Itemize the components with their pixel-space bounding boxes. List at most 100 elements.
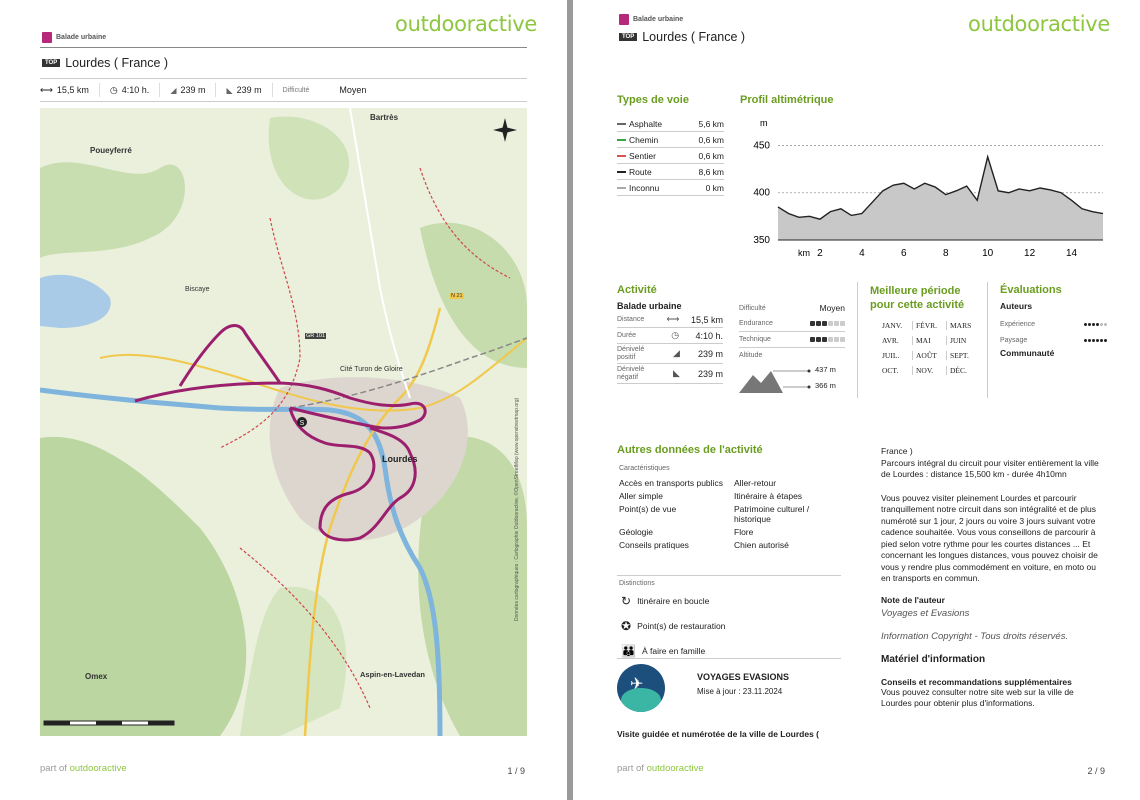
voie-swatch: [617, 139, 626, 142]
ascent-icon: ◢: [170, 85, 177, 95]
month-item: AVR.: [879, 336, 913, 345]
voie-value: 5,6 km: [698, 118, 724, 129]
distinction-item: ✪ Point(s) de restauration: [621, 619, 725, 633]
forest-area: [40, 436, 247, 736]
footer-brand: outdooractive: [646, 763, 704, 774]
voie-name: Inconnu: [617, 183, 659, 193]
descent-icon: ◣: [226, 85, 233, 95]
description-p2: Parcours intégral du circuit pour visite…: [881, 457, 1099, 480]
note-text: Voyages et Evasions: [881, 607, 970, 619]
route-map[interactable]: S Bartrès Poueyferré Biscaye Cité Turon …: [40, 108, 527, 736]
voie-swatch: [617, 187, 626, 190]
descent-value: 239 m: [236, 85, 262, 95]
description-text: France ) Parcours intégral du circuit po…: [881, 446, 1105, 710]
voie-name: Sentier: [617, 151, 656, 161]
activite-row: Distance ⟷ 15,5 km: [617, 312, 723, 328]
voie-value: 8,6 km: [698, 166, 724, 177]
x-unit-label: km: [798, 248, 810, 258]
altitude-graphic: [739, 369, 811, 393]
paysage-row: Paysage: [1000, 332, 1107, 348]
types-de-voie-table: Asphalte 5,6 km Chemin 0,6 km Sentier 0,6 km R…: [617, 116, 724, 196]
rating-dot: [828, 337, 833, 342]
footer-part-of: part of: [617, 763, 644, 774]
stat-difficulty: Difficulté Moyen: [283, 83, 377, 97]
month-item: OCT.: [879, 366, 913, 375]
clock-icon: ◷: [109, 84, 118, 95]
description-p3: Vous pouvez visiter pleinement Lourdes e…: [881, 492, 1098, 584]
north-arrow-icon: [493, 118, 517, 142]
rating-dot: [816, 337, 821, 342]
distinctions-label: Distinctions: [619, 580, 655, 587]
brand-logo: outdooractive: [968, 12, 1110, 36]
footer-brand: outdooractive: [69, 763, 127, 774]
activite-row: Dénivelé négatif ◣ 239 m: [617, 364, 723, 384]
caracteristique-item: Géologie: [619, 527, 654, 537]
rating-dot: [1084, 322, 1087, 326]
evaluations-heading: Évaluations: [1000, 284, 1062, 296]
activite-label: Durée: [617, 331, 637, 339]
endurance-rating: [810, 321, 845, 326]
month-item: NOV.: [913, 366, 947, 375]
difficulty-row: Difficulté Moyen: [739, 300, 845, 316]
voie-row: Sentier 0,6 km: [617, 148, 724, 164]
meilleure-heading: Meilleure période pour cette activité: [870, 285, 965, 311]
types-de-voie-heading: Types de voie: [617, 94, 689, 106]
page-title: TOP Lourdes ( France ): [619, 30, 745, 44]
activite-row: Durée ◷ 4:10 h.: [617, 328, 723, 344]
voie-row: Route 8,6 km: [617, 164, 724, 180]
month-item: SEPT.: [950, 351, 969, 360]
rating-dot: [834, 337, 839, 342]
description-title: Visite guidée et numérotée de la ville d…: [617, 729, 820, 739]
paysage-rating: [1084, 338, 1107, 342]
map-svg: S: [40, 108, 527, 736]
x-tick-label: 10: [982, 248, 994, 259]
y-tick-label: 450: [753, 140, 770, 151]
voie-swatch: [617, 171, 626, 174]
elevation-line: [777, 154, 1104, 220]
voie-value: 0 km: [705, 182, 724, 193]
rating-dot: [1100, 338, 1103, 342]
rating-dot: [840, 321, 845, 326]
elevation-profile-chart: 450 400 350 m km 2 4 6 8 10 12 14: [753, 118, 1104, 259]
x-tick-label: 6: [901, 248, 907, 259]
difficulty-panel: Difficulté Moyen Endurance Technique Alt…: [739, 300, 845, 402]
top-badge: TOP: [42, 59, 61, 67]
conseils-text: Vous pouvez consulter notre site web sur…: [881, 686, 1074, 709]
page-number: 2 / 9: [1087, 766, 1105, 776]
title-text: Lourdes ( France ): [642, 30, 746, 44]
forest-area: [418, 436, 527, 736]
restaurant-icon: ✪: [621, 619, 632, 633]
activite-table: Distance ⟷ 15,5 km Durée ◷ 4:10 h. Dénivelé po…: [617, 312, 723, 384]
experience-rating: [1084, 322, 1107, 326]
page-number: 1 / 9: [507, 766, 525, 776]
distance-icon: ⟷: [666, 314, 680, 324]
distinction-item: ↻ Itinéraire en boucle: [621, 594, 725, 608]
footer: part of outdooractive: [40, 763, 127, 774]
autres-heading: Autres données de l'activité: [617, 444, 763, 456]
top-badge: TOP: [619, 33, 638, 41]
map-label-n21: N 21: [450, 293, 464, 299]
start-marker[interactable]: [297, 417, 307, 427]
rating-dot: [1104, 338, 1107, 342]
month-item: JUIN: [950, 336, 967, 345]
difficulty-label: Difficulté: [739, 304, 766, 312]
rating-dot: [1088, 322, 1091, 326]
rating-dot: [840, 337, 845, 342]
voie-name: Route: [617, 167, 652, 177]
stat-ascent: ◢ 239 m: [170, 83, 217, 97]
activite-subtitle: Balade urbaine: [617, 301, 682, 311]
author-avatar[interactable]: ✈: [617, 664, 665, 712]
materiel-title: Matériel d'information: [881, 653, 986, 665]
caracteristique-item: Chien autorisé: [734, 540, 789, 550]
voie-row: Chemin 0,6 km: [617, 132, 724, 148]
railway: [289, 337, 527, 409]
caracteristiques-list: Accès en transports publics Aller-retour A…: [619, 478, 839, 550]
altitude-max: 437 m: [815, 365, 836, 374]
brand-logo: outdooractive: [395, 12, 537, 36]
walking-icon: [619, 14, 629, 25]
caracteristique-item: Patrimoine culturel / historique: [734, 504, 810, 524]
x-tick-label: 14: [1066, 248, 1078, 259]
communaute-label: Communauté: [1000, 348, 1055, 358]
caracteristique-item: Itinéraire à étapes: [734, 491, 803, 501]
author-name: VOYAGES EVASIONS: [697, 672, 790, 682]
